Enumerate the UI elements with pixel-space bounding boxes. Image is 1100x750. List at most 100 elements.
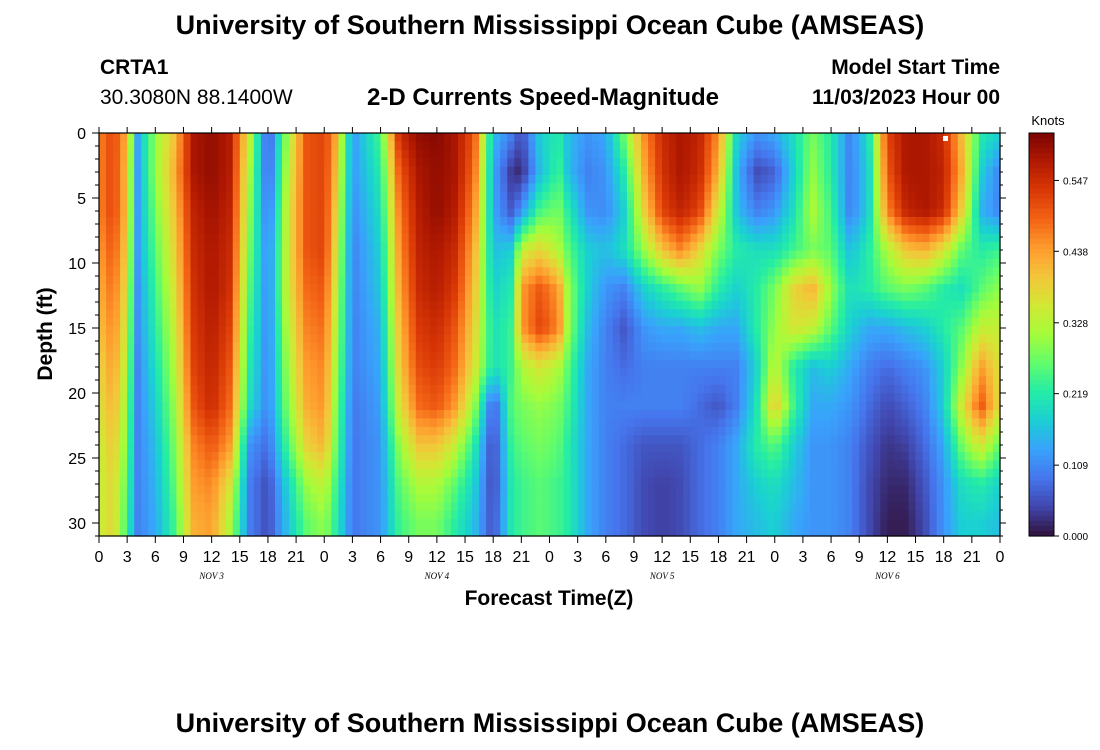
heat-cell: [324, 359, 332, 369]
heat-cell: [619, 317, 628, 327]
heat-cell: [845, 351, 853, 361]
heat-cell: [915, 225, 924, 235]
heat-cell: [760, 275, 769, 285]
heat-cell: [422, 426, 431, 436]
heat-cell: [824, 376, 832, 386]
heat-cell: [514, 200, 522, 210]
heat-cell: [662, 426, 670, 436]
heat-cell: [401, 326, 410, 336]
heat-cell: [683, 426, 691, 436]
heat-cell: [246, 443, 255, 453]
heat-cell: [303, 275, 311, 285]
heat-cell: [633, 410, 642, 420]
heat-cell: [472, 393, 480, 403]
heat-cell: [831, 351, 839, 361]
heat-cell: [795, 401, 804, 411]
heat-cell: [626, 317, 635, 327]
heat-cell: [267, 376, 276, 386]
heat-cell: [901, 300, 910, 310]
heat-cell: [788, 376, 797, 386]
heat-cell: [394, 284, 403, 294]
heat-cell: [992, 191, 1001, 201]
heat-cell: [317, 368, 325, 378]
heat-cell: [964, 401, 973, 411]
heat-cell: [408, 426, 417, 436]
heat-cell: [380, 225, 389, 235]
heat-cell: [598, 317, 607, 327]
heat-cell: [443, 300, 452, 310]
heat-cell: [176, 309, 185, 319]
heat-cell: [901, 250, 910, 260]
heat-cell: [528, 166, 537, 176]
heat-cell: [310, 426, 318, 436]
heat-cell: [929, 309, 938, 319]
heat-cell: [521, 426, 529, 436]
heat-cell: [415, 443, 424, 453]
heat-cell: [845, 401, 853, 411]
heat-cell: [626, 225, 635, 235]
heat-cell: [310, 242, 318, 252]
heat-cell: [746, 284, 755, 294]
heat-cell: [176, 250, 185, 260]
heat-cell: [359, 326, 368, 336]
heat-cell: [563, 174, 572, 184]
heat-cell: [556, 384, 565, 394]
heat-cell: [253, 401, 262, 411]
heat-cell: [535, 309, 544, 319]
heat-cell: [500, 309, 508, 319]
heat-cell: [521, 435, 529, 445]
heat-cell: [148, 326, 156, 336]
heat-cell: [831, 326, 839, 336]
heat-cell: [816, 384, 825, 394]
heat-cell: [950, 183, 959, 193]
heat-cell: [584, 258, 593, 268]
heat-cell: [429, 326, 438, 336]
heat-cell: [838, 342, 846, 352]
heat-cell: [366, 141, 375, 151]
heat-cell: [887, 225, 896, 235]
heat-cell: [373, 216, 382, 226]
heat-cell: [922, 267, 931, 277]
heat-cell: [648, 233, 656, 243]
heat-cell: [514, 326, 522, 336]
heat-cell: [992, 317, 1001, 327]
heat-cell: [831, 426, 839, 436]
heat-cell: [296, 317, 304, 327]
heat-cell: [408, 166, 417, 176]
heat-cell: [239, 368, 248, 378]
model-start-label: Model Start Time: [831, 56, 1000, 79]
heat-cell: [767, 149, 776, 159]
heat-cell: [598, 242, 607, 252]
heat-cell: [690, 133, 698, 142]
heat-cell: [106, 368, 114, 378]
heat-cell: [655, 410, 663, 420]
heat-cell: [809, 141, 818, 151]
heat-cell: [253, 242, 262, 252]
heat-cell: [711, 426, 720, 436]
heat-cell: [626, 200, 635, 210]
heat-cell: [697, 418, 705, 428]
heat-cell: [922, 376, 931, 386]
heat-cell: [732, 334, 741, 344]
heat-cell: [352, 300, 361, 310]
heat-cell: [802, 284, 811, 294]
heat-cell: [992, 250, 1001, 260]
heat-cell: [380, 317, 389, 327]
heat-cell: [120, 225, 128, 235]
heat-cell: [985, 166, 994, 176]
heat-cell: [162, 258, 170, 268]
heat-cell: [767, 317, 776, 327]
heat-cell: [106, 334, 114, 344]
heat-cell: [422, 258, 431, 268]
heat-cell: [310, 208, 318, 218]
heat-cell: [204, 158, 213, 168]
heat-cell: [676, 174, 684, 184]
heat-cell: [908, 258, 917, 268]
heat-cell: [978, 300, 987, 310]
heat-cell: [493, 342, 501, 352]
heat-cell: [176, 359, 185, 369]
heat-cell: [648, 435, 656, 445]
heat-cell: [394, 351, 403, 361]
heat-cell: [479, 292, 487, 302]
heat-cell: [472, 426, 480, 436]
